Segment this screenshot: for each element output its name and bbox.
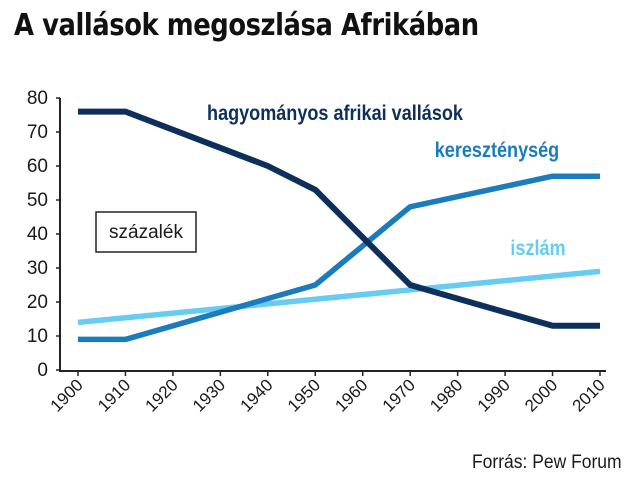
series-labels: hagyományos afrikai vallások kereszténysé… [207,102,566,261]
y-tick-label: 80 [27,88,48,109]
series-line-1 [78,173,600,343]
x-tick-label: 1990 [474,375,514,415]
x-tick-label: 1900 [47,375,87,415]
x-tick-label: 1950 [284,375,324,415]
series-label-2: iszlám [510,237,565,261]
x-tick-label: 1940 [236,375,276,415]
x-tick-label: 1980 [426,375,466,415]
series-lines [77,108,601,343]
unit-box-label: százalék [109,222,183,243]
y-tick-label: 20 [27,292,48,313]
x-tick-label: 2000 [521,375,561,415]
unit-box-frame [95,211,197,253]
series-line-0 [78,108,600,329]
y-tick-label: 50 [27,190,48,211]
x-tick-label: 1970 [379,375,419,415]
y-tick-label: 0 [37,360,48,381]
x-tick-label: 1930 [189,375,229,415]
series-label-1: kereszténység [435,139,559,163]
y-tick-label: 60 [27,156,48,177]
unit-box: százalék [95,211,197,253]
x-tick-label: 1920 [142,375,182,415]
x-tick-label: 1960 [331,375,371,415]
series-line-2 [77,268,601,326]
x-tick-label: 2010 [569,375,609,415]
x-tick-label: 1910 [94,375,134,415]
source-note: Forrás: Pew Forum [472,452,622,473]
series-label-0: hagyományos afrikai vallások [207,102,463,126]
y-tick-label: 30 [27,258,48,279]
y-tick-label: 10 [27,326,48,347]
chart-title: A vallások megoszlása Afrikában [14,8,479,43]
y-tick-label: 70 [27,122,48,143]
y-tick-label: 40 [27,224,48,245]
